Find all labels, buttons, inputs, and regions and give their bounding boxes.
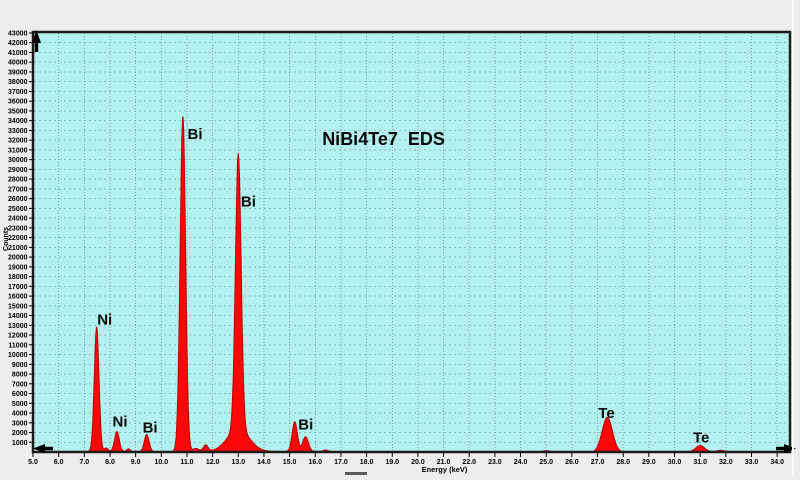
y-tick-label: 10000 — [8, 352, 28, 359]
y-tick-label: 18000 — [8, 274, 28, 281]
x-tick-label: 8.0 — [105, 459, 115, 466]
y-tick-label: 21000 — [8, 245, 28, 252]
x-tick-label: 23.0 — [488, 459, 502, 466]
y-axis-up-arrow-icon — [32, 30, 41, 52]
x-tick-label: 24.0 — [514, 459, 528, 466]
element-label: Bi — [143, 420, 158, 437]
plot-area — [33, 32, 790, 452]
x-tick-label: 7.0 — [79, 459, 89, 466]
y-tick-label: 31000 — [8, 147, 28, 154]
y-tick-label: 38000 — [8, 79, 28, 86]
x-tick-label: 6.0 — [54, 459, 64, 466]
element-label: Te — [598, 405, 614, 422]
grid-lines — [34, 32, 789, 451]
element-label: Bi — [188, 126, 203, 143]
y-tick-label: 8000 — [12, 372, 28, 379]
x-tick-label: 17.0 — [334, 459, 348, 466]
x-axis-right-arrow-icon — [776, 444, 796, 453]
chart-title: NiBi4Te7 EDS — [322, 129, 445, 149]
x-axis-ticks: 5.0 6.0 7.0 8.0 9.0 10.0 11.0 12.0 13.0 14.0 15.0 1… — [28, 453, 784, 466]
y-tick-label: 30000 — [8, 157, 28, 164]
x-tick-label: 31.0 — [693, 459, 707, 466]
y-tick-label: 14000 — [8, 313, 28, 320]
x-tick-label: 26.0 — [565, 459, 579, 466]
x-tick-label: 28.0 — [616, 459, 630, 466]
x-tick-label: 29.0 — [642, 459, 656, 466]
y-tick-label: 27000 — [8, 186, 28, 193]
y-tick-label: 3000 — [12, 420, 28, 427]
y-tick-label: 19000 — [8, 264, 28, 271]
y-tick-label: 26000 — [8, 196, 28, 203]
x-tick-label: 13.0 — [231, 459, 245, 466]
x-tick-label: 27.0 — [591, 459, 605, 466]
y-axis-title: Counts — [3, 227, 10, 251]
x-axis-left-arrow-icon — [33, 444, 53, 453]
y-tick-label: 36000 — [8, 99, 28, 106]
y-tick-label: 15000 — [8, 303, 28, 310]
element-label: Bi — [241, 193, 256, 210]
y-tick-label: 34000 — [8, 118, 28, 125]
y-tick-label: 22000 — [8, 235, 28, 242]
y-tick-label: 17000 — [8, 284, 28, 291]
y-tick-label: 9000 — [12, 362, 28, 369]
x-tick-label: 9.0 — [131, 459, 141, 466]
x-tick-label: 34.0 — [770, 459, 784, 466]
x-tick-label: 21.0 — [437, 459, 451, 466]
x-tick-label: 30.0 — [668, 459, 682, 466]
y-axis-ticks: 1000 2000 3000 4000 5000 6000 7000 8000 9000 1000… — [8, 30, 33, 447]
x-tick-label: 25.0 — [539, 459, 553, 466]
x-tick-label: 12.0 — [206, 459, 220, 466]
x-tick-label: 5.0 — [28, 459, 38, 466]
x-tick-label: 10.0 — [154, 459, 168, 466]
y-tick-label: 16000 — [8, 294, 28, 301]
y-tick-label: 13000 — [8, 323, 28, 330]
x-tick-label: 20.0 — [411, 459, 425, 466]
y-tick-label: 24000 — [8, 216, 28, 223]
y-tick-label: 20000 — [8, 255, 28, 262]
element-label: Te — [693, 430, 709, 447]
y-tick-label: 42000 — [8, 40, 28, 47]
y-tick-label: 41000 — [8, 50, 28, 57]
y-tick-label: 1000 — [12, 440, 28, 447]
y-tick-label: 33000 — [8, 128, 28, 135]
y-tick-label: 28000 — [8, 177, 28, 184]
y-tick-label: 29000 — [8, 167, 28, 174]
x-tick-label: 15.0 — [283, 459, 297, 466]
x-tick-label: 14.0 — [257, 459, 271, 466]
x-tick-label: 22.0 — [462, 459, 476, 466]
y-tick-label: 43000 — [8, 30, 28, 37]
y-tick-label: 6000 — [12, 391, 28, 398]
y-tick-label: 7000 — [12, 381, 28, 388]
y-tick-label: 39000 — [8, 69, 28, 76]
plot-border — [31, 30, 792, 454]
y-tick-label: 40000 — [8, 60, 28, 67]
y-tick-label: 25000 — [8, 206, 28, 213]
y-tick-label: 11000 — [8, 342, 27, 349]
x-tick-label: 33.0 — [745, 459, 759, 466]
y-tick-label: 4000 — [12, 411, 28, 418]
axis-arrows — [32, 30, 796, 453]
x-tick-label: 16.0 — [308, 459, 322, 466]
y-tick-label: 2000 — [12, 430, 28, 437]
element-label: Ni — [97, 311, 112, 328]
element-label: Ni — [113, 414, 128, 431]
bottom-edge-handle — [345, 472, 367, 475]
y-tick-label: 23000 — [8, 225, 28, 232]
y-tick-label: 12000 — [8, 333, 28, 340]
y-tick-label: 5000 — [12, 401, 28, 408]
x-tick-label: 18.0 — [360, 459, 374, 466]
panel-edge-highlight — [792, 0, 794, 475]
x-tick-label: 19.0 — [385, 459, 399, 466]
y-tick-label: 35000 — [8, 108, 28, 115]
x-tick-label: 11.0 — [180, 459, 193, 466]
x-tick-label: 32.0 — [719, 459, 733, 466]
peak-labels: Ni Ni Bi Bi Bi Bi Te Te — [97, 126, 709, 447]
x-axis-title: Energy (keV) — [422, 465, 468, 474]
y-tick-label: 37000 — [8, 89, 28, 96]
y-tick-label: 32000 — [8, 138, 28, 145]
element-label: Bi — [298, 417, 313, 434]
